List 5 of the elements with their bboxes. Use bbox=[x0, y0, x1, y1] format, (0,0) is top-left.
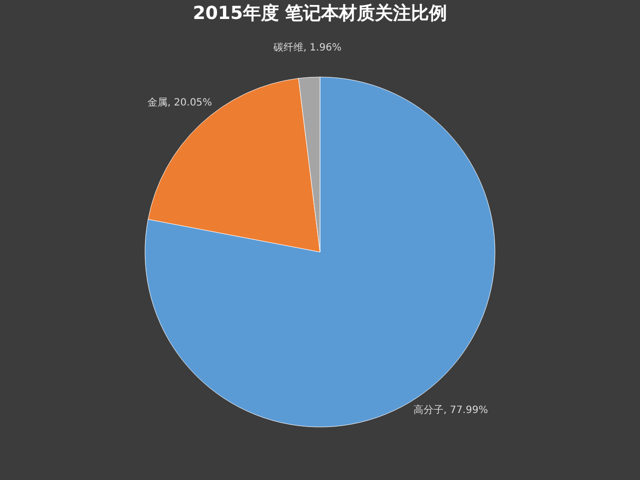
slice-label: 金属, 20.05% bbox=[148, 96, 212, 108]
pie-slice bbox=[145, 76, 496, 428]
slice-label: 高分子, 77.99% bbox=[413, 404, 488, 416]
slice-label: 碳纤维, 1.96% bbox=[272, 41, 342, 54]
chart-title: 2015年度 笔记本材质关注比例 bbox=[192, 3, 448, 24]
